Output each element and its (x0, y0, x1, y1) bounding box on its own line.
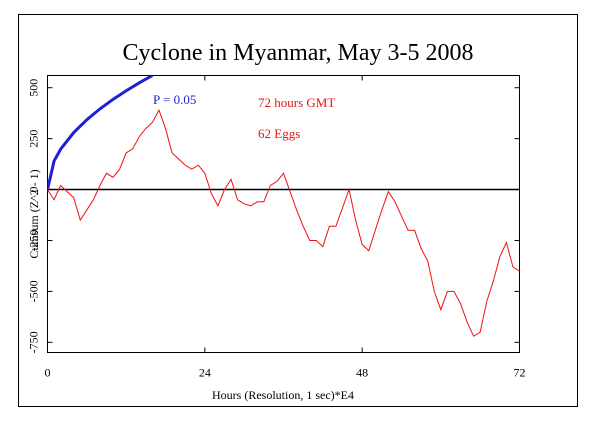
frame (18, 14, 578, 407)
x-tick-label: 48 (356, 366, 368, 380)
x-axis-label: Hours (Resolution, 1 sec)*E4 (212, 388, 354, 402)
y-axis-label: Cumsum (Z^2 - 1) (27, 169, 41, 258)
annotation: P = 0.05 (153, 92, 196, 107)
y-tick-label: -750 (27, 331, 41, 353)
y-tick-label: -250 (27, 229, 41, 251)
series-line (47, 108, 520, 337)
chart-title: Cyclone in Myanmar, May 3-5 2008 (123, 40, 474, 66)
annotation: 72 hours GMT (258, 95, 335, 110)
y-tick-label: 500 (27, 79, 41, 97)
y-tick-label: 250 (27, 130, 41, 148)
x-tick-label: 0 (45, 366, 51, 380)
x-tick-label: 72 (514, 366, 526, 380)
y-tick-label: 0 (27, 187, 41, 193)
plot-area (47, 75, 520, 353)
y-tick-label: -500 (27, 280, 41, 302)
series-line (47, 75, 154, 190)
x-tick-label: 24 (199, 366, 211, 380)
annotation: 62 Eggs (258, 126, 300, 141)
